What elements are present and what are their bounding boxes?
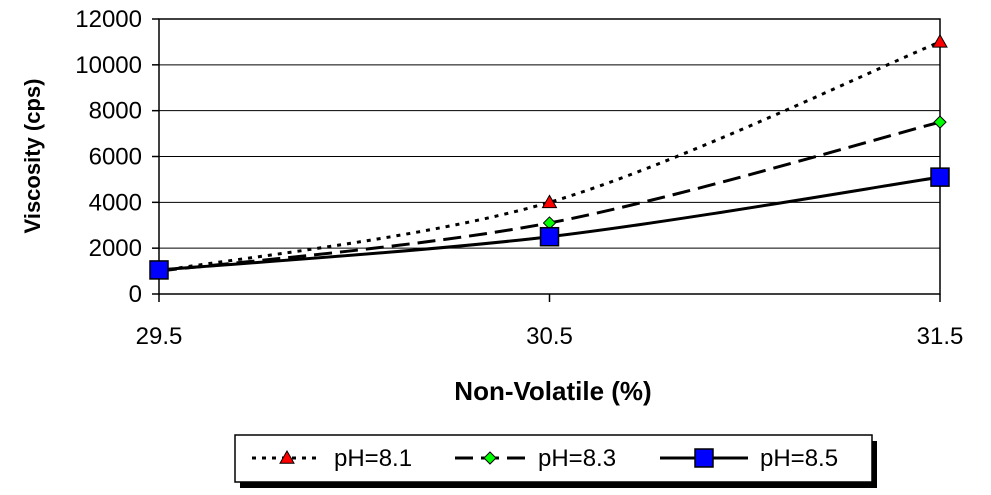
legend-marker [279,449,295,464]
y-tick-label: 2000 [89,235,142,262]
legend-box [234,434,873,483]
y-tick-label: 12000 [75,6,142,33]
y-tick-label: 0 [129,281,142,308]
legend-item: pH=8.1 [252,445,412,472]
legend-marker [483,451,497,465]
data-point [933,115,947,129]
y-axis-title: Viscosity (cps) [20,79,45,234]
x-axis-title: Non-Volatile (%) [454,376,651,406]
data-point [539,226,560,247]
legend-label: pH=8.1 [334,445,412,472]
x-axis: 29.5 30.5 31.5 [136,294,964,350]
data-point [932,33,948,48]
legend: pH=8.1 pH=8.3 pH=8.5 [234,434,877,488]
legend-label: pH=8.5 [760,445,838,472]
y-tick-label: 4000 [89,189,142,216]
y-tick-label: 10000 [75,52,142,79]
legend-item: pH=8.3 [455,445,616,472]
series-group [149,33,950,280]
data-point [149,260,169,280]
data-point [930,167,950,187]
data-point [541,194,558,209]
x-tick-label: 29.5 [136,323,183,350]
legend-item: pH=8.5 [660,445,838,472]
x-tick-label: 30.5 [526,323,573,350]
y-tick-label: 6000 [89,144,142,171]
x-tick-label: 31.5 [917,323,964,350]
legend-items: pH=8.1 pH=8.3 pH=8.5 [252,445,838,472]
y-tick-label: 8000 [89,98,142,125]
grid-lines [159,64,940,249]
series-pH=8.5 [149,167,950,280]
y-axis: 0 2000 4000 6000 8000 10000 12000 [75,6,159,308]
legend-label: pH=8.3 [538,445,616,472]
legend-marker [694,448,714,468]
